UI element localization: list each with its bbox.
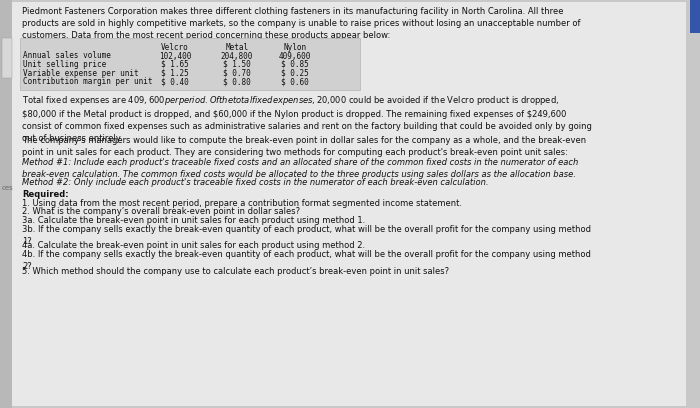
Text: Variable expense per unit: Variable expense per unit <box>23 69 139 78</box>
Text: Method #2: Only include each product's traceable fixed costs in the numerator of: Method #2: Only include each product's t… <box>22 178 489 187</box>
Bar <box>2 38 12 78</box>
Bar <box>20 38 360 90</box>
Text: $ 1.25: $ 1.25 <box>161 69 189 78</box>
Bar <box>690 0 700 33</box>
Text: 1. Using data from the most recent period, prepare a contribution format segment: 1. Using data from the most recent perio… <box>22 199 462 208</box>
Text: Annual sales volume: Annual sales volume <box>23 51 111 60</box>
Text: Metal: Metal <box>225 43 248 52</box>
Text: 4a. Calculate the break-even point in unit sales for each product using method 2: 4a. Calculate the break-even point in un… <box>22 242 365 251</box>
Text: 204,800: 204,800 <box>220 51 253 60</box>
Text: Nylon: Nylon <box>284 43 307 52</box>
Text: $ 1.50: $ 1.50 <box>223 60 251 69</box>
Bar <box>0 0 12 408</box>
Text: Unit selling price: Unit selling price <box>23 60 106 69</box>
Text: Total fixed expenses are $409,600 per period. Of the total fixed expenses, $20,0: Total fixed expenses are $409,600 per pe… <box>22 94 592 144</box>
Text: Velcro: Velcro <box>161 43 189 52</box>
Text: $ 1.65: $ 1.65 <box>161 60 189 69</box>
Text: 5. Which method should the company use to calculate each product’s break-even po: 5. Which method should the company use t… <box>22 267 449 276</box>
Text: Required:: Required: <box>22 190 69 199</box>
Text: Contribution margin per unit: Contribution margin per unit <box>23 77 153 86</box>
Text: $ 0.40: $ 0.40 <box>161 77 189 86</box>
Text: ces: ces <box>1 185 13 191</box>
Text: $ 0.80: $ 0.80 <box>223 77 251 86</box>
Text: 3a. Calculate the break-even point in unit sales for each product using method 1: 3a. Calculate the break-even point in un… <box>22 216 365 225</box>
Text: 4b. If the company sells exactly the break-even quantity of each product, what w: 4b. If the company sells exactly the bre… <box>22 250 591 271</box>
Text: $ 0.85: $ 0.85 <box>281 60 309 69</box>
Text: $ 0.70: $ 0.70 <box>223 69 251 78</box>
Text: 102,400: 102,400 <box>159 51 191 60</box>
Text: 409,600: 409,600 <box>279 51 312 60</box>
Text: The company's managers would like to compute the break-even point in dollar sale: The company's managers would like to com… <box>22 136 586 157</box>
Text: $ 0.25: $ 0.25 <box>281 69 309 78</box>
Text: $ 0.60: $ 0.60 <box>281 77 309 86</box>
Text: Method #1: Include each product's traceable fixed costs and an allocated share o: Method #1: Include each product's tracea… <box>22 158 578 179</box>
Text: Piedmont Fasteners Corporation makes three different clothing fasteners in its m: Piedmont Fasteners Corporation makes thr… <box>22 7 580 40</box>
Text: 2. What is the company’s overall break-even point in dollar sales?: 2. What is the company’s overall break-e… <box>22 208 300 217</box>
Text: 3b. If the company sells exactly the break-even quantity of each product, what w: 3b. If the company sells exactly the bre… <box>22 224 591 246</box>
